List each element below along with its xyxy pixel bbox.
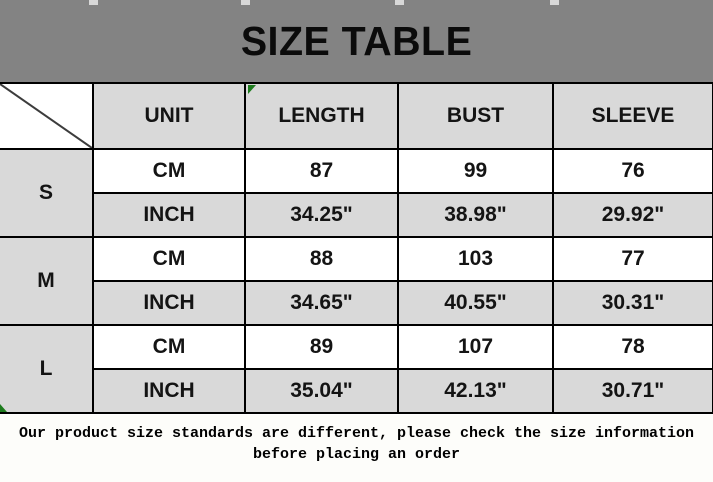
column-gap-notch [395, 0, 404, 5]
cell-bust: 103 [397, 236, 554, 282]
cell-unit: INCH [93, 192, 246, 238]
column-header-length: LENGTH [244, 82, 399, 150]
table-row-l-cm: L CM 89 107 78 [0, 324, 713, 414]
cell-unit: CM [92, 236, 246, 282]
column-header-bust: BUST [397, 82, 554, 150]
cell-sleeve: 30.71" [552, 368, 713, 414]
cell-unit: INCH [93, 280, 246, 326]
cell-flag-icon [248, 85, 256, 94]
cell-length: 88 [244, 236, 399, 282]
table-header-row: UNIT LENGTH BUST SLEEVE [0, 82, 713, 150]
cell-sleeve: 30.31" [552, 280, 713, 326]
cell-bust: 40.55" [397, 280, 554, 326]
cell-unit: INCH [93, 368, 246, 414]
cell-length: 34.25" [244, 192, 399, 238]
column-header-length-label: LENGTH [278, 104, 365, 127]
table-row-m-cm: M CM 88 103 77 [0, 236, 713, 326]
cell-sleeve: 78 [552, 324, 713, 370]
cell-length: 34.65" [244, 280, 399, 326]
cell-bust: 99 [397, 148, 554, 194]
cell-length: 35.04" [244, 368, 399, 414]
cell-sleeve: 77 [552, 236, 713, 282]
cell-length: 87 [244, 148, 399, 194]
cell-sleeve: 76 [552, 148, 713, 194]
column-gap-notch [89, 0, 98, 5]
cell-sleeve: 29.92" [552, 192, 713, 238]
cell-unit: CM [92, 148, 246, 194]
cell-length: 89 [244, 324, 399, 370]
cell-bust: 107 [397, 324, 554, 370]
cell-unit: CM [92, 324, 246, 370]
size-label-s: S [0, 148, 94, 238]
column-header-unit: UNIT [92, 82, 246, 150]
table-row-s-cm: S CM 87 99 76 [0, 148, 713, 238]
column-gap-notch [550, 0, 559, 5]
title-banner: SIZE TABLE [0, 0, 713, 82]
column-header-sleeve: SLEEVE [552, 82, 713, 150]
corner-diagonal-cell [0, 82, 94, 150]
corner-flag-icon [0, 404, 7, 412]
size-note: Our product size standards are different… [0, 415, 713, 482]
size-note-line2: before placing an order [252, 446, 461, 463]
size-label-l: L [0, 324, 94, 414]
size-table: UNIT LENGTH BUST SLEEVE S CM 87 99 76 IN… [0, 82, 713, 415]
column-gap-notch [241, 0, 250, 5]
cell-bust: 38.98" [397, 192, 554, 238]
size-table-grid: UNIT LENGTH BUST SLEEVE S CM 87 99 76 IN… [0, 82, 713, 414]
size-label-m: M [0, 236, 94, 326]
table-row-m-inch: INCH 34.65" 40.55" 30.31" [0, 280, 713, 326]
diagonal-line-icon [0, 84, 92, 148]
table-row-l-inch: INCH 35.04" 42.13" 30.71" [0, 368, 713, 414]
table-row-s-inch: INCH 34.25" 38.98" 29.92" [0, 192, 713, 238]
page-title: SIZE TABLE [240, 17, 473, 64]
size-note-line1: Our product size standards are different… [18, 425, 695, 442]
cell-bust: 42.13" [397, 368, 554, 414]
